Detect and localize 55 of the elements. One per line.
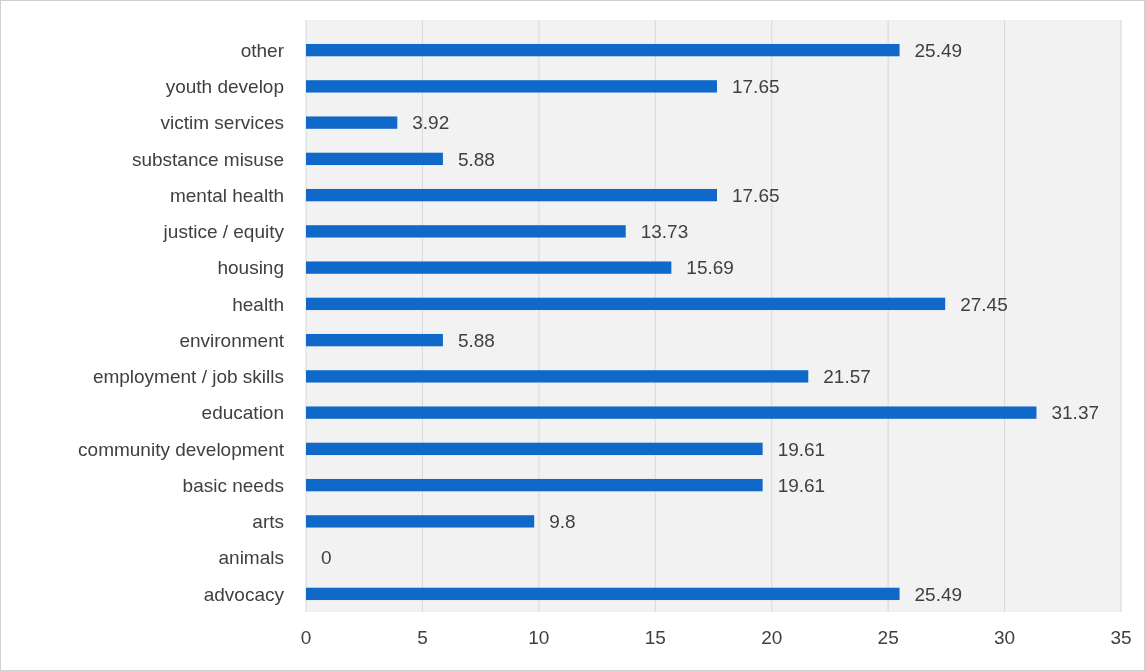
bar	[306, 116, 398, 129]
data-label: 17.65	[731, 184, 780, 206]
data-label: 3.92	[412, 112, 450, 134]
bar	[306, 261, 672, 274]
y-tick-label: animals	[218, 547, 284, 569]
y-tick-label: community development	[78, 438, 285, 460]
x-tick-label: 5	[417, 627, 428, 648]
bar	[306, 43, 900, 57]
data-label: 17.65	[731, 76, 780, 98]
data-label: 25.49	[914, 39, 963, 61]
y-tick-label: employment / job skills	[92, 366, 284, 388]
x-tick-label: 30	[994, 627, 1016, 648]
data-label: 13.73	[640, 221, 689, 243]
bar	[306, 297, 946, 311]
y-tick-label: youth develop	[165, 76, 284, 98]
bar	[306, 515, 535, 528]
bar	[306, 333, 443, 347]
y-tick-label: housing	[217, 257, 284, 279]
data-label: 19.61	[777, 438, 826, 460]
y-tick-label: justice / equity	[162, 221, 285, 243]
bar	[306, 442, 763, 456]
y-tick-label: environment	[179, 329, 285, 351]
data-label: 27.45	[960, 293, 1008, 315]
y-tick-label: other	[240, 39, 285, 61]
y-tick-label: basic needs	[182, 474, 284, 496]
x-tick-label: 10	[528, 627, 550, 648]
y-tick-label: victim services	[160, 112, 284, 134]
bar	[306, 152, 443, 166]
bar	[306, 406, 1037, 419]
data-label: 5.88	[457, 148, 495, 170]
x-tick-label: 20	[761, 627, 783, 648]
x-tick-label: 0	[300, 627, 312, 648]
bar	[306, 587, 900, 601]
bar	[306, 370, 809, 383]
y-tick-label: substance misuse	[131, 148, 284, 170]
data-label: 15.69	[686, 257, 734, 279]
x-tick-label: 15	[644, 627, 666, 648]
data-label: 21.57	[823, 366, 871, 388]
x-tick-label: 25	[877, 627, 899, 648]
y-tick-label: mental health	[169, 184, 284, 206]
data-label: 0	[321, 547, 332, 569]
bar	[306, 478, 763, 492]
data-label: 19.61	[777, 474, 826, 496]
y-tick-label: health	[232, 293, 284, 315]
bar	[306, 188, 717, 202]
y-tick-label: advocacy	[203, 583, 285, 605]
data-label: 9.8	[549, 511, 576, 533]
data-label: 25.49	[914, 583, 963, 605]
bar	[306, 80, 717, 93]
y-tick-label: education	[201, 402, 284, 424]
x-tick-label: 35	[1110, 627, 1132, 648]
y-tick-label: arts	[252, 511, 284, 533]
data-label: 5.88	[457, 329, 495, 351]
bar	[306, 225, 626, 238]
data-label: 31.37	[1051, 402, 1100, 424]
